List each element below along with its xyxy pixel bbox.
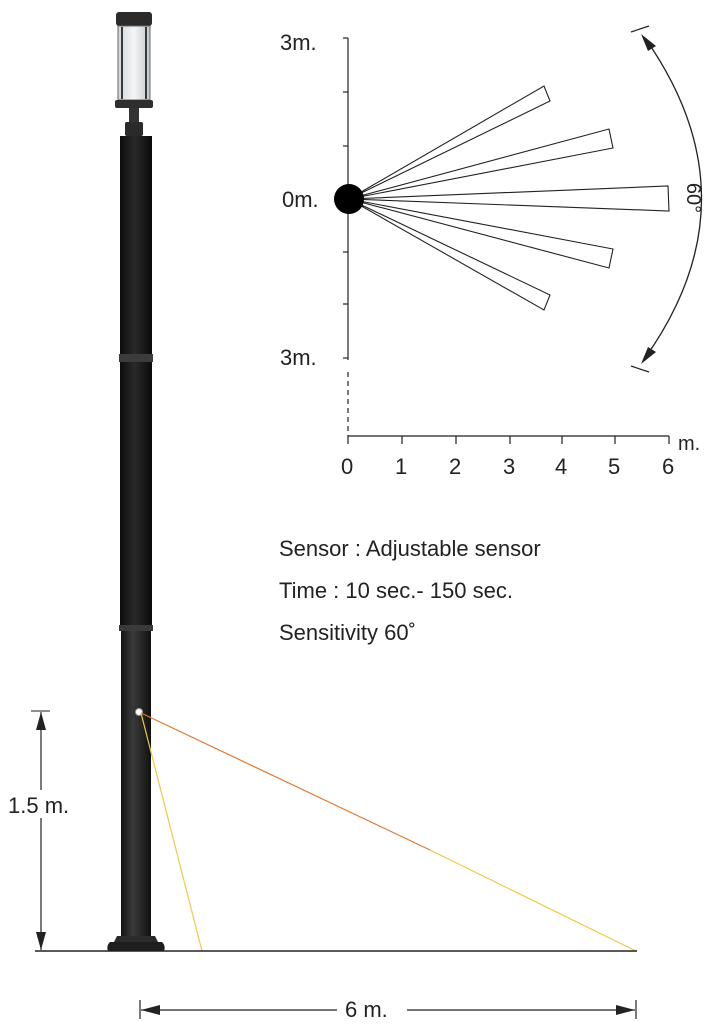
- height-label: 1.5 m.: [8, 793, 70, 818]
- upper-pole: [120, 136, 152, 630]
- distance-dimension: [139, 1000, 637, 1019]
- spec-sensitivity: Sensitivity 60˚: [279, 620, 416, 645]
- arc-arrow-bottom-icon: [641, 347, 656, 364]
- near-detection-ray: [140, 712, 203, 952]
- arrow-down-icon: [36, 932, 46, 950]
- angle-label: 60°: [682, 182, 705, 214]
- beam-upper-outer: [348, 85, 551, 200]
- arrow-up-icon: [36, 712, 46, 730]
- spec-sensor: Sensor : Adjustable sensor: [279, 536, 541, 561]
- y-bottom-label: 3m.: [280, 345, 317, 370]
- sensor-beams: [334, 85, 670, 311]
- far-detection-ray-end: [429, 849, 637, 952]
- y-mid-label: 0m.: [282, 187, 319, 212]
- lamp-cap: [116, 12, 152, 26]
- lamp-post: [107, 12, 165, 951]
- sensor-dot: [334, 184, 364, 214]
- elevation-rays: [35, 712, 637, 952]
- height-dimension: [31, 710, 50, 950]
- beam-center: [348, 185, 670, 212]
- lower-pole: [121, 631, 151, 936]
- x-tick-5: 5: [608, 454, 621, 479]
- spec-time: Time : 10 sec.- 150 sec.: [279, 578, 513, 603]
- y-top-label: 3m.: [280, 30, 317, 55]
- lamp-glass: [117, 25, 151, 101]
- beam-lower-outer: [348, 198, 551, 311]
- arrow-left-icon: [141, 1005, 160, 1015]
- lamp-base-ring: [115, 100, 153, 108]
- beam-upper-inner: [348, 128, 614, 200]
- x-tick-6: 6: [662, 454, 675, 479]
- arc-arrow-top-icon: [641, 34, 656, 51]
- arrow-right-icon: [616, 1005, 635, 1015]
- x-unit-label: m.: [678, 433, 701, 455]
- x-tick-4: 4: [555, 454, 568, 479]
- pole-base: [107, 942, 165, 951]
- x-tick-2: 2: [449, 454, 462, 479]
- x-tick-3: 3: [503, 454, 516, 479]
- angle-arc: [630, 25, 703, 373]
- x-tick-0: 0: [341, 454, 354, 479]
- far-detection-ray: [140, 712, 431, 851]
- x-tick-1: 1: [395, 454, 408, 479]
- plan-axes: [343, 37, 670, 444]
- distance-label: 6 m.: [345, 997, 388, 1022]
- beam-lower-inner: [348, 198, 614, 269]
